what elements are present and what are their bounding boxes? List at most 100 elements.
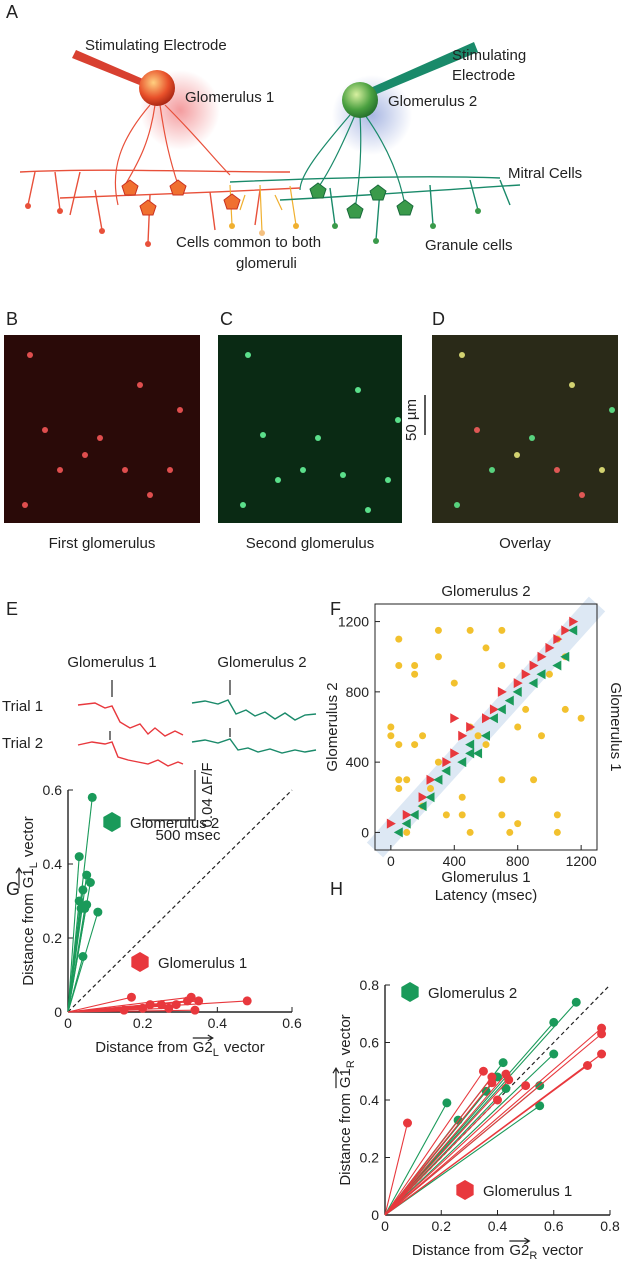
marker [498,662,506,669]
axis-label-part: vector [20,816,37,857]
axis-label-part: vector [542,1242,583,1259]
marker [498,626,506,634]
cell-spot [177,407,183,413]
trace-title: Glomerulus 1 [67,654,156,671]
marker [433,774,443,785]
cell-spot [122,467,128,473]
marker [549,1017,559,1027]
vector-arrow [332,1066,340,1089]
common-cells [229,184,297,233]
axis-label: Distance from G1Lvector [20,816,40,986]
panel-label: D [432,309,445,329]
cell-spot [240,502,246,508]
diagonal [384,984,611,1216]
trace-title: Glomerulus 2 [217,654,306,671]
marker [450,713,460,724]
marker [395,776,403,784]
marker [74,896,84,906]
marker [85,878,95,887]
marker [488,713,498,724]
marker [537,651,547,662]
ray [384,1033,602,1216]
marker [514,820,522,828]
cell-spot [609,407,615,413]
ray [384,1082,493,1216]
diagram-label: Cells common to both [176,234,321,251]
marker [145,1000,155,1010]
y-tick-label: 0.6 [43,782,63,798]
y-tick-label: 1200 [338,614,369,630]
marker [442,757,452,768]
cell-spot [22,502,28,508]
marker [513,678,523,689]
x-tick-label: 0.4 [208,1015,228,1031]
marker [465,748,475,759]
marker [583,1061,592,1070]
marker [411,662,419,669]
cell-spot [385,477,391,483]
legend-label: Glomerulus 1 [483,1183,572,1200]
y-axis-label-group: Distance from G1Rvector [332,1014,357,1186]
marker [561,705,569,713]
cell-spot [474,427,480,433]
marker [411,670,419,678]
cell-spot [260,432,266,438]
marker [190,1005,200,1015]
ray [384,1065,588,1216]
marker [553,634,563,645]
marker [393,827,403,838]
cell-spot [395,417,401,423]
trial-label: Trial 2 [2,735,43,752]
marker [426,774,436,785]
y-tick-label: 0 [361,824,369,840]
image-first [4,335,200,523]
cell-spot [42,427,48,433]
y-tick-label: 0.8 [360,977,380,993]
cell-spot [489,467,495,473]
mitral-cells-2 [229,176,521,241]
axis-label-part: G1 [337,1068,354,1088]
marker [506,828,514,836]
marker [395,741,403,749]
marker [442,1098,452,1108]
marker [522,705,530,713]
legend-marker [456,1180,474,1200]
marker [76,903,86,913]
caption: Second glomerulus [246,535,374,552]
marker [549,1049,559,1059]
image-dots [22,352,615,513]
y-axis-label: Glomerulus 2 [324,682,341,771]
marker [434,758,442,766]
ray [384,1102,448,1216]
marker [386,818,396,829]
x-axis-label-group: Distance from G2R vector [412,1237,583,1262]
marker [194,996,204,1006]
cell-spot [27,352,33,358]
marker [395,635,403,643]
axis-label-part: R [345,1060,357,1068]
y-tick-label: 0 [371,1207,379,1223]
marker [545,642,555,653]
marker [512,686,522,697]
glomerulus-1 [139,70,175,106]
marker [571,997,581,1007]
axis-label-part: G2 [509,1242,529,1259]
x-tick-label: 0 [381,1218,389,1234]
ray [384,1085,526,1216]
pentagons-2 [309,182,414,219]
marker [387,732,395,740]
legend-marker [131,952,149,972]
marker [498,776,506,784]
diagram-label: glomeruli [236,255,297,272]
panel-label: E [6,599,18,619]
marker [504,1075,514,1085]
ray [384,1099,498,1216]
marker [403,1118,412,1128]
mitral-dendrites-1 [114,104,231,206]
marker [164,1003,174,1013]
